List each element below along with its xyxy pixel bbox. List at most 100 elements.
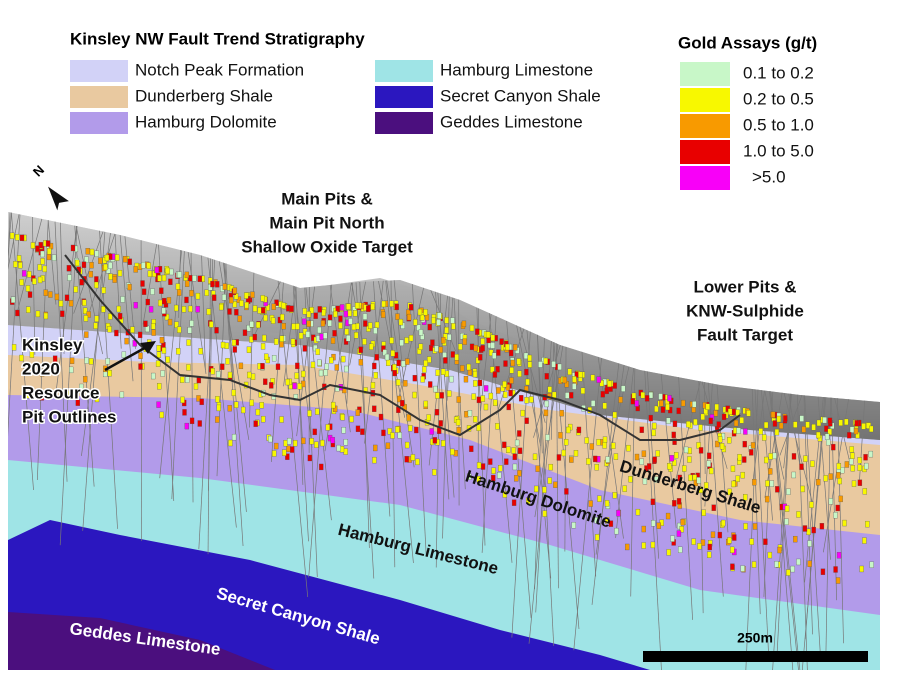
assay-interval bbox=[290, 338, 296, 345]
assay-interval bbox=[803, 455, 808, 462]
assay-interval bbox=[824, 433, 830, 440]
drill-hole bbox=[271, 282, 284, 462]
assay-interval bbox=[184, 296, 189, 304]
assay-interval bbox=[837, 477, 842, 485]
assay-interval bbox=[338, 322, 343, 329]
assay-interval bbox=[641, 450, 647, 457]
assay-interval bbox=[810, 460, 815, 467]
assay-interval bbox=[108, 313, 113, 320]
legend-label: Dunderberg Shale bbox=[135, 86, 273, 105]
assay-interval bbox=[597, 495, 602, 502]
assay-interval bbox=[66, 265, 72, 272]
assay-interval bbox=[184, 271, 190, 279]
assay-interval bbox=[236, 296, 242, 303]
assay-interval bbox=[513, 344, 518, 351]
annotation: Shallow Oxide Target bbox=[241, 237, 413, 256]
assay-interval bbox=[215, 416, 220, 423]
drill-hole bbox=[796, 394, 808, 670]
assay-interval bbox=[362, 338, 367, 345]
assay-interval bbox=[334, 364, 340, 371]
assay-interval bbox=[471, 393, 476, 400]
assay-interval bbox=[432, 437, 438, 444]
assay-interval bbox=[335, 385, 340, 392]
assay-interval bbox=[25, 285, 31, 292]
assay-interval bbox=[580, 387, 586, 394]
assay-interval bbox=[816, 479, 821, 486]
drill-hole bbox=[516, 325, 541, 446]
assay-interval bbox=[752, 479, 757, 486]
assay-interval bbox=[749, 449, 754, 456]
legend-label: 0.1 to 0.2 bbox=[743, 63, 814, 82]
assay-interval bbox=[232, 287, 238, 294]
assay-interval bbox=[498, 465, 503, 472]
assay-interval bbox=[404, 456, 409, 463]
drill-hole bbox=[385, 280, 414, 564]
assay-interval bbox=[29, 351, 35, 358]
assay-interval bbox=[848, 458, 854, 465]
assay-interval bbox=[612, 411, 617, 419]
assay-interval bbox=[654, 476, 659, 483]
assay-interval bbox=[604, 517, 610, 524]
assay-interval bbox=[344, 328, 349, 335]
assay-interval bbox=[406, 313, 412, 321]
assay-interval bbox=[461, 320, 467, 328]
stratigraphic-unit bbox=[8, 520, 650, 670]
legend-swatch bbox=[680, 166, 730, 190]
assay-interval bbox=[835, 577, 841, 584]
assay-interval bbox=[697, 543, 702, 550]
assay-interval bbox=[175, 283, 181, 290]
assay-interval bbox=[177, 271, 182, 278]
assay-interval bbox=[730, 465, 736, 472]
assay-interval bbox=[514, 439, 520, 447]
assay-interval bbox=[84, 331, 89, 338]
assay-interval bbox=[93, 322, 98, 329]
assay-interval bbox=[417, 308, 423, 316]
assay-interval bbox=[69, 366, 74, 374]
assay-interval bbox=[138, 363, 143, 370]
assay-interval bbox=[596, 438, 601, 446]
assay-interval bbox=[462, 338, 467, 345]
legend-swatch bbox=[70, 60, 128, 82]
assay-interval bbox=[333, 310, 338, 318]
assay-interval bbox=[438, 346, 443, 354]
assay-interval bbox=[302, 308, 307, 315]
legend-label: Hamburg Limestone bbox=[440, 60, 593, 79]
assay-interval bbox=[180, 396, 185, 404]
assay-interval bbox=[261, 415, 266, 423]
annotation: Fault Target bbox=[697, 325, 793, 344]
assay-interval bbox=[420, 314, 425, 321]
assay-interval bbox=[83, 376, 88, 383]
assay-interval bbox=[743, 523, 748, 530]
assay-interval bbox=[828, 473, 833, 480]
assay-interval bbox=[763, 421, 769, 429]
drill-hole bbox=[764, 392, 783, 498]
drill-hole bbox=[591, 363, 620, 605]
assay-interval bbox=[436, 319, 441, 326]
assay-interval bbox=[374, 354, 379, 361]
assay-interval bbox=[208, 277, 213, 284]
assay-interval bbox=[274, 442, 279, 450]
assay-interval bbox=[138, 352, 143, 359]
assay-interval bbox=[666, 417, 671, 424]
assay-interval bbox=[231, 433, 237, 441]
drill-hole bbox=[701, 381, 728, 469]
assay-interval bbox=[569, 456, 574, 463]
assay-interval bbox=[145, 298, 150, 306]
legend-swatch bbox=[70, 86, 128, 108]
assay-interval bbox=[676, 498, 682, 505]
assay-interval bbox=[476, 475, 481, 483]
assay-interval bbox=[517, 370, 522, 377]
assay-interval bbox=[652, 422, 657, 430]
assay-interval bbox=[381, 429, 386, 437]
assay-interval bbox=[285, 453, 290, 460]
assay-interval bbox=[246, 324, 251, 332]
assay-interval bbox=[451, 323, 456, 330]
assay-interval bbox=[510, 359, 515, 367]
assay-interval bbox=[389, 300, 394, 307]
assay-interval bbox=[227, 308, 232, 315]
assay-interval bbox=[838, 495, 843, 503]
assay-interval bbox=[853, 427, 859, 435]
assay-interval bbox=[864, 462, 869, 470]
assay-interval bbox=[21, 270, 27, 277]
assay-interval bbox=[576, 426, 582, 434]
